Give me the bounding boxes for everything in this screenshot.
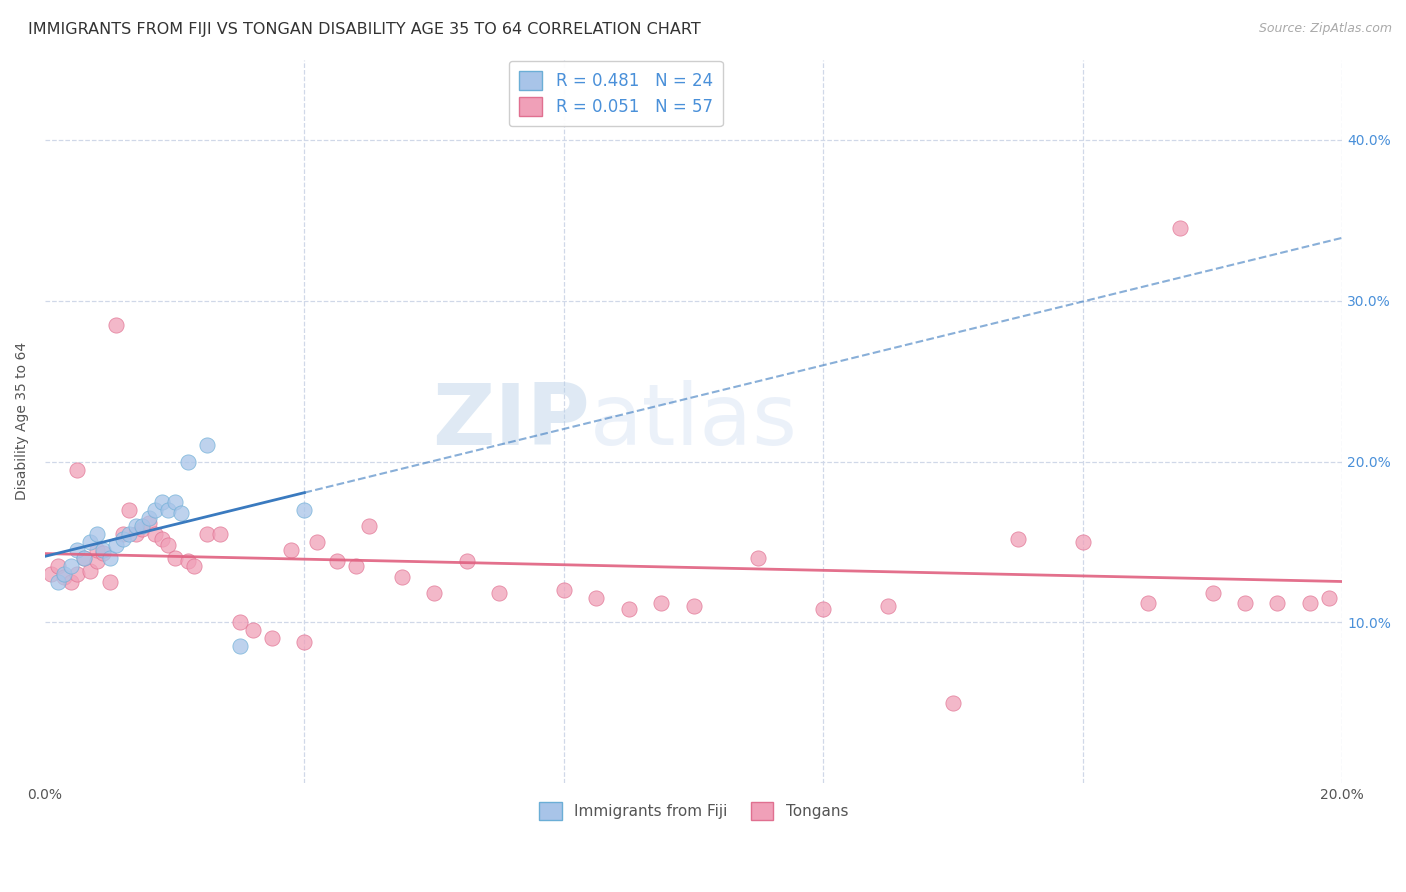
Point [359,518,381,533]
Point [157,538,180,552]
Point [86,554,108,568]
Point [131,518,153,533]
Point [307,535,329,549]
Point [1168,221,1191,235]
Point [150,532,173,546]
Point [195,438,218,452]
Point [617,602,640,616]
Point [456,554,478,568]
Point [125,526,148,541]
Point [86,543,108,558]
Point [423,586,446,600]
Point [650,596,672,610]
Point [488,586,510,600]
Point [195,526,218,541]
Text: IMMIGRANTS FROM FIJI VS TONGAN DISABILITY AGE 35 TO 64 CORRELATION CHART: IMMIGRANTS FROM FIJI VS TONGAN DISABILIT… [28,22,700,37]
Point [93,543,115,558]
Point [1299,596,1322,610]
Point [66,462,89,476]
Point [41,567,63,582]
Point [228,615,250,630]
Point [131,522,153,536]
Text: atlas: atlas [591,380,797,463]
Point [59,559,82,574]
Point [143,502,166,516]
Point [79,564,101,578]
Point [242,624,264,638]
Point [294,502,316,516]
Point [344,559,367,574]
Point [118,502,141,516]
Point [79,535,101,549]
Point [93,546,115,560]
Point [150,494,173,508]
Text: Source: ZipAtlas.com: Source: ZipAtlas.com [1258,22,1392,36]
Y-axis label: Disability Age 35 to 64: Disability Age 35 to 64 [15,343,30,500]
Point [1267,596,1289,610]
Point [682,599,704,614]
Point [98,575,121,590]
Point [138,510,160,524]
Legend: Immigrants from Fiji, Tongans: Immigrants from Fiji, Tongans [533,797,855,826]
Point [1007,532,1029,546]
Point [1317,591,1340,606]
Point [73,551,96,566]
Point [86,526,108,541]
Point [66,543,89,558]
Point [98,551,121,566]
Point [942,696,965,710]
Point [46,575,69,590]
Point [125,518,148,533]
Point [53,567,76,582]
Point [176,454,198,468]
Point [1071,535,1094,549]
Point [260,632,283,646]
Point [747,551,769,566]
Point [73,551,96,566]
Point [111,526,134,541]
Point [105,538,128,552]
Point [183,559,205,574]
Point [176,554,198,568]
Point [280,543,302,558]
Point [46,559,69,574]
Point [553,583,575,598]
Point [170,506,193,520]
Point [163,551,186,566]
Point [326,554,349,568]
Point [391,570,413,584]
Point [163,494,186,508]
Point [1201,586,1223,600]
Point [1136,596,1159,610]
Point [585,591,607,606]
Point [66,567,89,582]
Point [157,502,180,516]
Point [228,640,250,654]
Point [1233,596,1256,610]
Point [209,526,232,541]
Point [138,516,160,530]
Point [105,318,128,332]
Point [813,602,835,616]
Point [294,634,316,648]
Point [118,526,141,541]
Point [143,526,166,541]
Text: ZIP: ZIP [432,380,591,463]
Point [111,532,134,546]
Point [53,570,76,584]
Point [877,599,900,614]
Point [59,575,82,590]
